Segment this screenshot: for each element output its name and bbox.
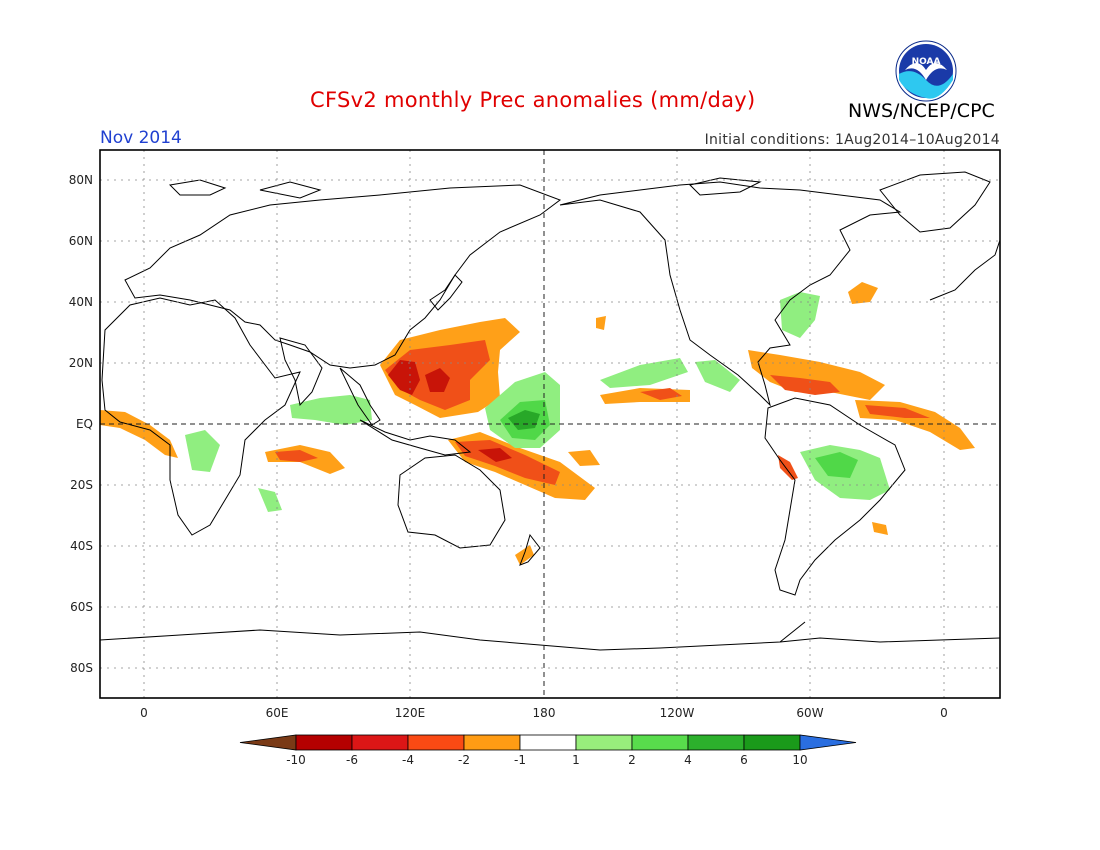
legend-label: 1 [572,753,580,767]
lat-label-60s: 60S [70,600,93,614]
lon-label-120w: 120W [660,706,695,720]
forecast-month: Nov 2014 [100,128,182,148]
anomaly-itcz-red [640,388,682,400]
initial-conditions: Initial conditions: 1Aug2014–10Aug2014 [704,132,1000,148]
legend-label: -1 [514,753,526,767]
lat-label-60n: 60N [69,234,93,248]
anomaly-spcz-darkred [478,448,512,462]
anomaly-natlantic-green [780,292,820,338]
legend-label: -6 [346,753,358,767]
noaa-logo: NOAA [895,40,957,102]
legend-label: -2 [458,753,470,767]
logo-text: NOAA [912,57,941,67]
coastlines [100,171,1000,651]
anomaly-philippines-darkred [388,360,420,395]
lat-label-40s: 40S [70,539,93,553]
lon-label-60e: 60E [266,706,289,720]
legend-swatch [351,734,409,751]
coastline-newzealand [519,533,541,566]
coastline-greenland [879,171,991,233]
legend-arrow-high [799,734,857,751]
lat-label-20s: 20S [70,478,93,492]
coastline-arctic-islands [168,177,762,199]
legend-swatch [631,734,689,751]
lon-label-0: 0 [140,706,148,720]
anomaly-caribbean-red [770,375,840,395]
anomaly-atlantic-itcz-red [865,405,930,418]
anomaly-africa-green [185,430,220,472]
anomaly-midpacific-orange [596,316,606,330]
legend-label: 4 [684,753,692,767]
lat-label-20n: 20N [69,356,93,370]
map-title: CFSv2 monthly Prec anomalies (mm/day) [310,88,756,112]
anomaly-indian-green [290,395,372,425]
anomaly-madagascar-green [258,488,282,512]
organization-label: NWS/NCEP/CPC [848,100,995,122]
coastline-eurasia [124,184,562,369]
legend-arrow-low [239,734,297,751]
legend-swatch [687,734,745,751]
legend-swatch [743,734,801,751]
map-frame [99,149,1001,699]
coastline-japan [429,274,463,311]
anomaly-andes-red [778,455,798,480]
legend-label: 10 [792,753,807,767]
anomaly-tasman-orange [515,545,534,565]
anomaly-npacific-green [600,358,688,388]
lon-label-60w: 60W [796,706,823,720]
legend-swatch [295,734,353,751]
coastline-africa [101,297,301,536]
legend-label: -4 [402,753,414,767]
anomaly-nwatlantic-orange [848,282,878,304]
coastline-northamerica [559,181,902,407]
lat-label-40n: 40N [69,295,93,309]
legend-swatch [407,734,465,751]
anomaly-fields [100,282,975,565]
legend-swatch [575,734,633,751]
anomaly-southamerica-green-core [815,452,858,478]
lon-label-120e: 120E [395,706,426,720]
legend-label: 2 [628,753,636,767]
anomaly-central-america-green [695,360,740,392]
anomaly-southatlantic-orange [872,522,888,535]
legend-swatch [463,734,521,751]
lon-label-180: 180 [533,706,556,720]
coastline-indonesia [359,419,472,456]
longitude-labels: 0 60E 120E 180 120W 60W 0 [140,706,948,720]
legend-label: 6 [740,753,748,767]
anomaly-caribbean-orange [748,350,885,400]
anomaly-philippines-darkred-2 [425,368,450,392]
lat-label-eq: EQ [76,417,93,431]
coastline-europe-west [929,239,1000,301]
legend-swatch [519,734,577,751]
anomaly-eastpacific-orange [568,450,600,466]
lat-label-80s: 80S [70,661,93,675]
lon-label-0-east: 0 [940,706,948,720]
lat-label-80n: 80N [69,173,93,187]
coastline-india [279,337,323,407]
coastline-antarctica [100,629,1000,651]
legend-label: -10 [286,753,306,767]
coastline-antarctica-peninsula [779,621,806,643]
anomaly-indian-red [275,450,318,462]
coastline-seasia [339,367,381,426]
coastline-australia [397,454,506,549]
latitude-labels: 80N 60N 40N 20N EQ 20S 40S 60S 80S [69,173,93,675]
anomaly-central-pacific-core [508,410,540,430]
color-legend: -10 -6 -4 -2 -1 1 2 4 6 10 [239,734,857,767]
